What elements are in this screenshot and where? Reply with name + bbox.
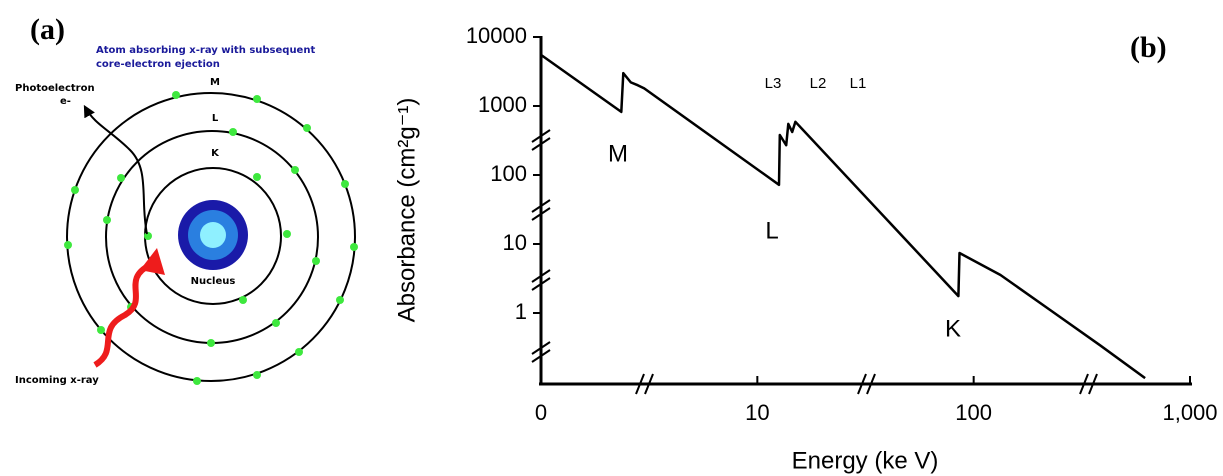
atom-diagram: (a) Atom absorbing x-ray with subsequent… [15, 13, 358, 386]
y-tick-label: 1000 [478, 92, 527, 117]
nucleus-core [200, 222, 226, 248]
x-ray-arrowhead [140, 248, 165, 275]
annotation: L2 [810, 75, 827, 92]
y-axis-label: Absorbance (cm²g⁻¹) [393, 98, 420, 323]
panel-label: (b) [1130, 31, 1167, 64]
x-tick-label: 1,000 [1162, 400, 1217, 425]
caption: Atom absorbing x-ray with subsequent [96, 45, 315, 56]
incoming-label: Incoming x-ray [15, 375, 99, 386]
shell-label: K [211, 148, 220, 159]
shell-label: M [210, 77, 220, 88]
caption: core-electron ejection [96, 59, 220, 70]
y-tick-label: 100 [490, 161, 527, 186]
x-ray-arrow [93, 262, 152, 368]
ejection-arrow [83, 104, 148, 235]
electrons [64, 91, 358, 385]
m-shell [66, 92, 356, 382]
electron-label: e- [60, 96, 71, 107]
x-axis-label: Energy (ke V) [792, 447, 939, 474]
annotation: L [765, 217, 778, 244]
x-tick-label: 100 [955, 400, 992, 425]
y-tick-label: 10000 [466, 23, 527, 48]
absorbance-line [540, 53, 1146, 380]
axis-breaks [531, 129, 1098, 395]
x-tick-label: 0 [535, 400, 547, 425]
y-tick-label: 1 [515, 299, 527, 324]
annotation: M [608, 140, 628, 167]
annotation: L1 [850, 75, 867, 92]
annotation: L3 [765, 75, 782, 92]
nucleus-label: Nucleus [191, 276, 236, 287]
shell-label: L [212, 113, 219, 124]
x-tick-label: 10 [745, 400, 769, 425]
y-tick-label: 10 [503, 230, 527, 255]
photoelectron-label: Photoelectron [15, 83, 95, 94]
panel-label: (a) [30, 13, 65, 46]
annotation: K [945, 315, 961, 342]
